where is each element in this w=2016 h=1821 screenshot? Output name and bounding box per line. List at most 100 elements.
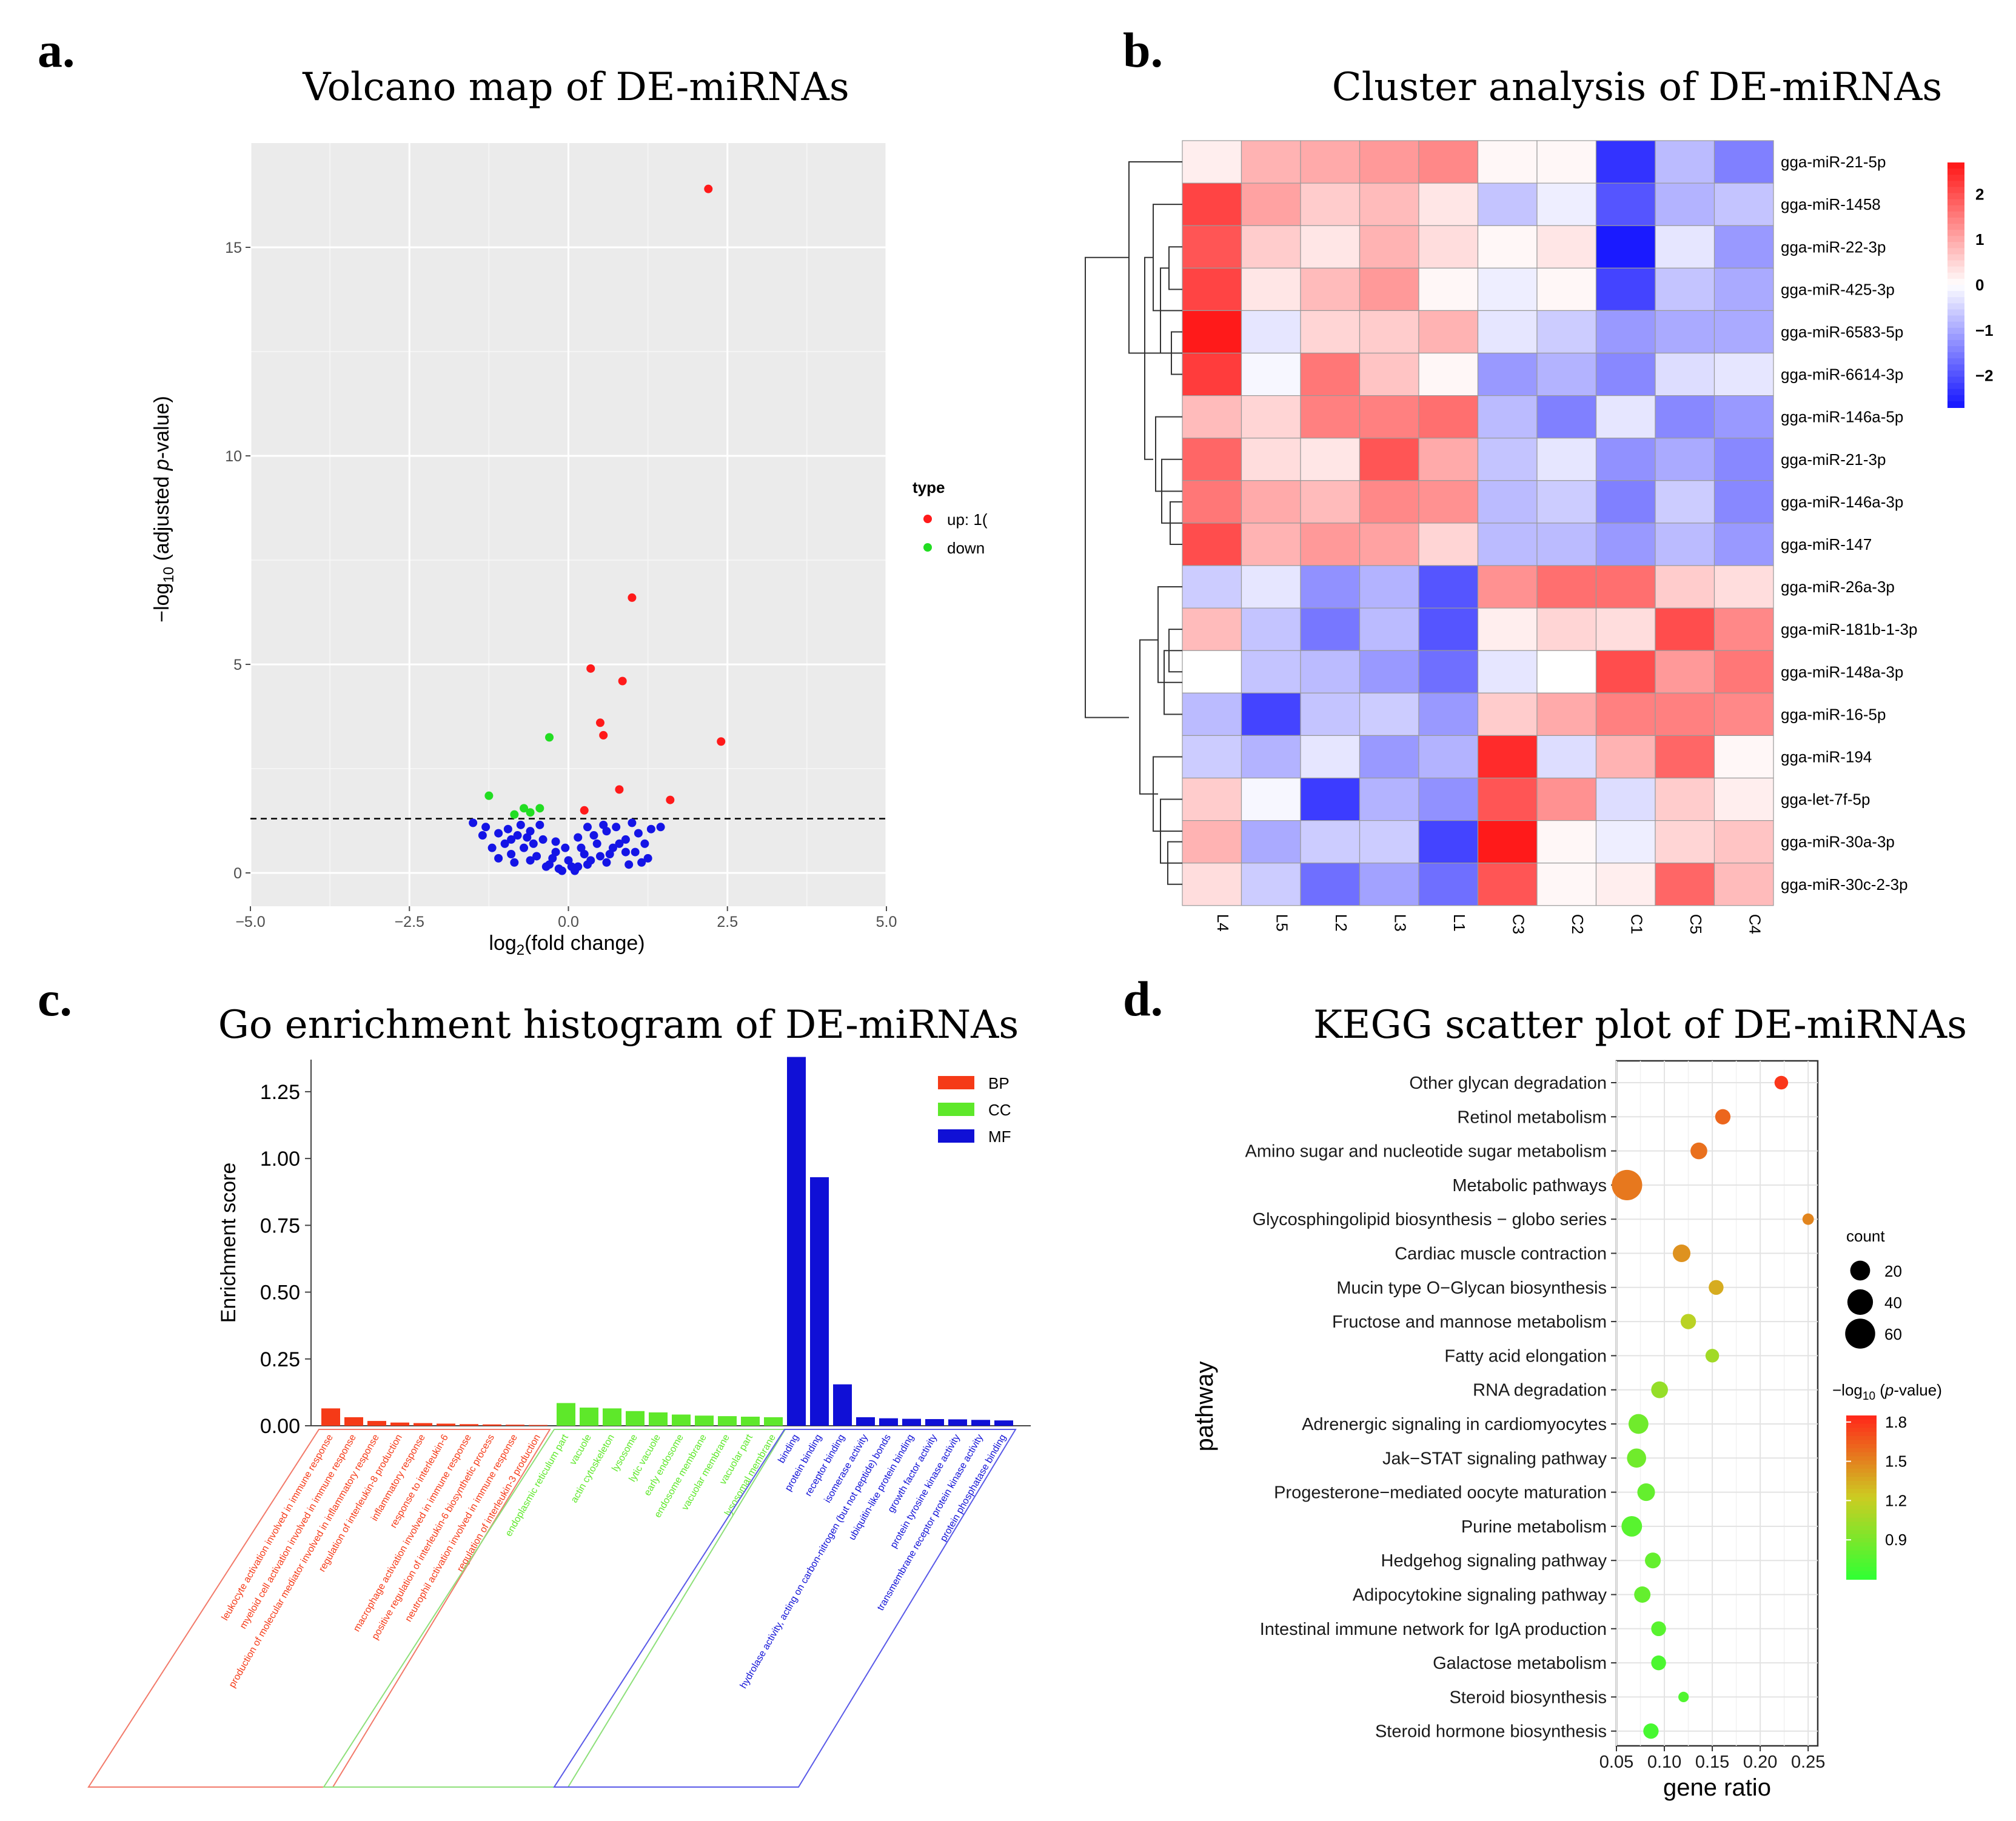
heatmap-cell [1241, 650, 1301, 693]
heatmap-row-label: gga-miR-146a-5p [1781, 408, 1903, 426]
heatmap-cell [1536, 650, 1597, 693]
heatmap-cell [1359, 480, 1419, 524]
heatmap-cell [1300, 182, 1361, 226]
kegg-color-legend-segment [1846, 1542, 1877, 1547]
heatmap-cell [1713, 267, 1774, 311]
volcano-y-tick-label: 0 [233, 865, 242, 882]
heatmap-cell [1595, 565, 1656, 609]
kegg-color-legend-segment [1846, 1493, 1877, 1498]
heatmap-cell [1418, 352, 1479, 396]
heatmap-cell [1595, 140, 1656, 184]
heatmap-cell [1477, 863, 1538, 906]
heatmap-cell [1595, 352, 1656, 396]
heatmap-cell [1418, 523, 1479, 566]
heatmap-scale-segment [1947, 303, 1964, 310]
kegg-color-legend-segment [1846, 1419, 1877, 1425]
volcano-point-ns [500, 839, 509, 848]
heatmap-cell [1300, 607, 1361, 651]
kegg-color-legend-segment [1846, 1509, 1877, 1514]
kegg-color-legend-segment [1846, 1571, 1877, 1576]
volcano-y-tick-label: 10 [225, 448, 242, 465]
heatmap-cell [1536, 735, 1597, 779]
heatmap-cell [1655, 438, 1715, 481]
kegg-point [1651, 1381, 1668, 1398]
heatmap-dendrogram-branch [1139, 639, 1158, 795]
kegg-y-label: pathway [1191, 1362, 1218, 1452]
kegg-color-legend-segment [1846, 1538, 1877, 1543]
kegg-size-legend-dot [1845, 1318, 1875, 1349]
heatmap-cell [1595, 820, 1656, 864]
heatmap-dendrogram-branch [1128, 161, 1182, 354]
kegg-point [1774, 1075, 1789, 1090]
heatmap-cell [1418, 182, 1479, 226]
heatmap-chart: gga-miR-21-5p gga-miR-1458 gga-miR-22-3p gg… [1085, 140, 1994, 934]
kegg-color-legend-segment [1846, 1489, 1877, 1494]
heatmap-cell [1182, 352, 1242, 396]
kegg-pathway-label: Retinol metabolism [1457, 1108, 1607, 1127]
heatmap-cell [1655, 863, 1715, 906]
heatmap-dendrogram-branch [1157, 586, 1182, 683]
heatmap-cell [1182, 650, 1242, 693]
volcano-point-ns [520, 843, 529, 852]
heatmap-scale-segment [1947, 315, 1964, 322]
kegg-pathway-label: Mucin type O−Glycan biosynthesis [1336, 1278, 1607, 1298]
kegg-pathway-label: Adrenergic signaling in cardiomyocytes [1302, 1415, 1607, 1434]
heatmap-cell [1300, 820, 1361, 864]
kegg-color-legend-segment [1846, 1435, 1877, 1441]
volcano-point-up [717, 737, 726, 746]
heatmap-cell [1477, 310, 1538, 354]
kegg-color-legend-segment [1846, 1448, 1877, 1453]
volcano-y-tick-label: 15 [225, 239, 242, 256]
heatmap-cell [1477, 650, 1538, 693]
heatmap-cell [1241, 267, 1301, 311]
kegg-color-legend-segment [1846, 1485, 1877, 1490]
go-term-label: vacuole [568, 1432, 594, 1466]
heatmap-cell [1713, 140, 1774, 184]
volcano-point-ns [586, 856, 595, 865]
heatmap-cell [1713, 523, 1774, 566]
heatmap-cell [1477, 607, 1538, 651]
heatmap-row-label: gga-miR-26a-3p [1781, 578, 1895, 596]
kegg-color-legend-segment [1846, 1444, 1877, 1449]
heatmap-cell [1477, 352, 1538, 396]
go-bar-CC [603, 1408, 621, 1426]
go-bar-BP [321, 1408, 340, 1426]
kegg-pathway-label: Adipocytokine signaling pathway [1353, 1586, 1607, 1605]
heatmap-row-label: gga-miR-148a-3p [1781, 663, 1903, 681]
heatmap-cell [1536, 182, 1597, 226]
heatmap-scale-segment [1947, 248, 1964, 255]
kegg-point [1637, 1483, 1655, 1502]
heatmap-cell [1713, 565, 1774, 609]
kegg-x-tick-label: 0.25 [1791, 1753, 1825, 1772]
heatmap-cell [1418, 480, 1479, 524]
volcano-point-ns [592, 839, 601, 848]
panel-a-letter: a. [38, 22, 75, 78]
heatmap-cell [1595, 480, 1656, 524]
go-bar-MF [971, 1420, 990, 1426]
heatmap-scale-segment [1947, 205, 1964, 212]
kegg-pathway-label: Steroid biosynthesis [1449, 1688, 1607, 1707]
heatmap-scale-segment [1947, 401, 1964, 408]
heatmap-cell [1359, 225, 1419, 269]
heatmap-cell [1536, 607, 1597, 651]
heatmap-cell [1182, 140, 1242, 184]
heatmap-cell [1655, 777, 1715, 821]
heatmap-cell [1536, 820, 1597, 864]
heatmap-col-label: L3 [1391, 914, 1409, 932]
go-bar-BP [437, 1423, 455, 1426]
volcano-point-ns [529, 839, 538, 848]
heatmap-scale-segment [1947, 370, 1964, 378]
kegg-pathway-label: Fructose and mannose metabolism [1332, 1312, 1607, 1332]
heatmap-cell [1359, 310, 1419, 354]
kegg-point [1651, 1621, 1666, 1637]
volcano-point-ns [469, 818, 478, 827]
kegg-color-legend-segment [1846, 1517, 1877, 1523]
volcano-point-ns [628, 818, 637, 827]
kegg-point [1678, 1691, 1689, 1703]
kegg-color-legend-segment [1846, 1526, 1877, 1531]
heatmap-cell [1536, 438, 1597, 481]
volcano-point-ns [554, 864, 563, 874]
heatmap-cell [1359, 692, 1419, 737]
heatmap-scale-segment [1947, 187, 1964, 194]
heatmap-cell [1713, 863, 1774, 906]
